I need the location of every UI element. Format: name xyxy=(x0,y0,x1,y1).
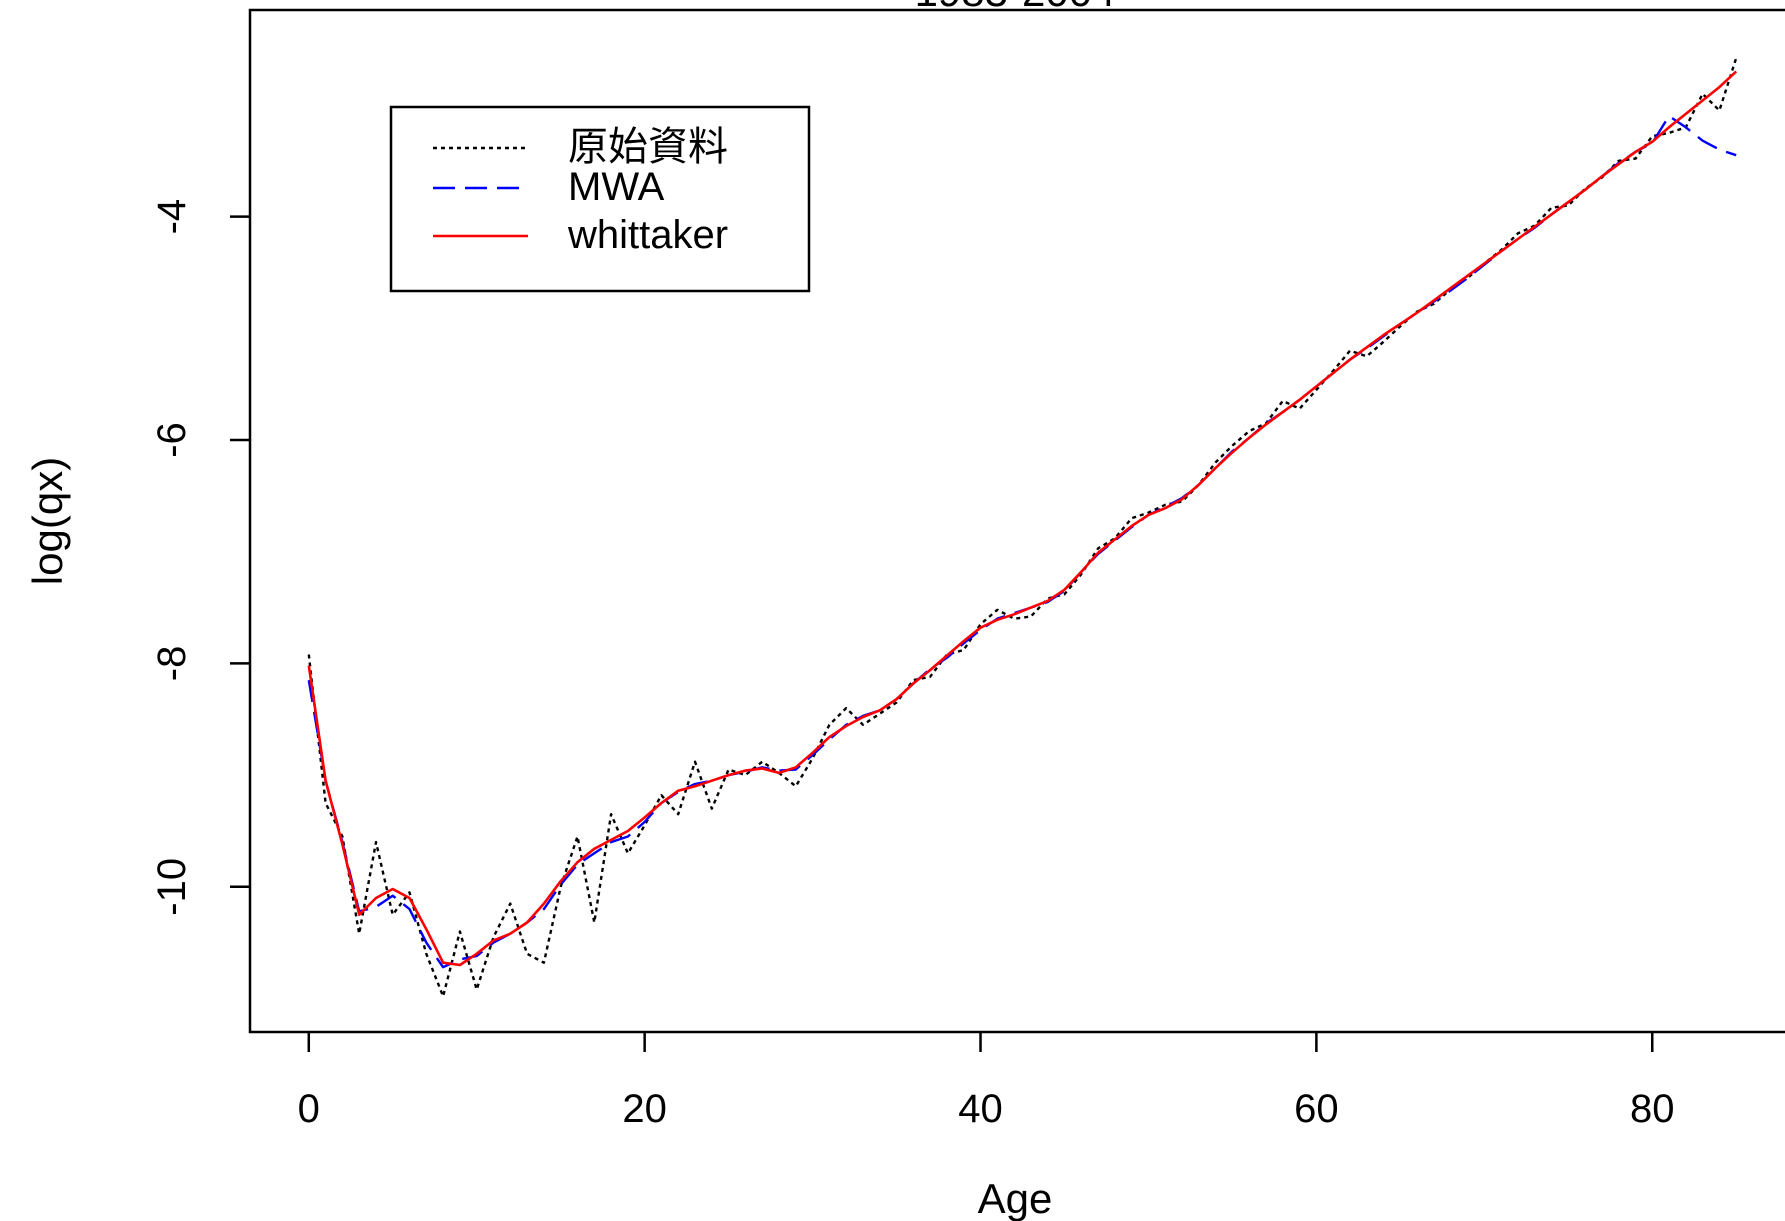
y-tick-label: -8 xyxy=(150,646,194,682)
series-line-whittaker xyxy=(307,70,1738,967)
x-axis-title: Age xyxy=(978,1175,1053,1221)
x-tick-label: 0 xyxy=(298,1087,320,1131)
x-axis: 0 20 40 60 80 xyxy=(298,1032,1675,1131)
y-tick-label: -4 xyxy=(150,199,194,235)
x-tick-label: 40 xyxy=(958,1087,1003,1131)
legend-label: whittaker xyxy=(567,213,728,257)
x-tick-label: 60 xyxy=(1294,1087,1339,1131)
legend-label: 原始資料 xyxy=(568,125,728,169)
x-tick-label: 20 xyxy=(622,1087,667,1131)
y-tick-label: -6 xyxy=(150,422,194,458)
legend-box xyxy=(389,105,811,293)
plot-frame xyxy=(248,8,1785,1034)
x-tick-label: 80 xyxy=(1630,1087,1675,1131)
y-axis: -4 -6 -8 -10 xyxy=(150,199,250,916)
legend-label: MWA xyxy=(568,165,665,209)
y-tick-label: -10 xyxy=(150,858,194,916)
y-axis-title: log(qx) xyxy=(24,457,71,585)
chart-title: 1983-2004 xyxy=(915,0,1116,15)
